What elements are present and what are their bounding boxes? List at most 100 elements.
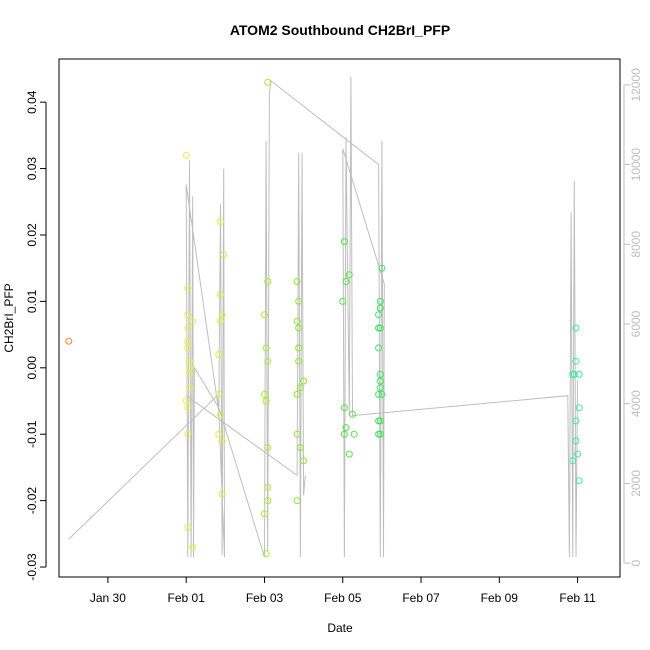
data-point (572, 324, 580, 332)
x-axis: Jan 30 Feb 01 Feb 03 Feb 05 Feb 07 Feb 09 Feb … (90, 576, 596, 605)
x-tick-label: Feb 07 (402, 591, 440, 605)
data-point (262, 550, 270, 558)
data-point (349, 410, 356, 418)
data-point (261, 510, 268, 518)
data-point (345, 450, 353, 458)
data-point (184, 311, 192, 319)
data-point (262, 397, 270, 405)
y-axis-label: CH2BrI_PFP (2, 283, 16, 352)
data-point (300, 377, 308, 385)
secondary-lines (68, 76, 579, 558)
data-point (295, 357, 303, 365)
data-point (569, 457, 577, 465)
data-point (376, 384, 384, 392)
x-tick-label: Feb 11 (559, 591, 596, 605)
data-point (296, 444, 304, 451)
data-point (182, 397, 190, 405)
data-point (186, 364, 193, 372)
data-point (345, 271, 353, 279)
y2-tick-label: 6000 (629, 310, 643, 337)
y-tick-label: 0.03 (25, 157, 39, 181)
data-point (65, 337, 73, 345)
data-point (186, 384, 193, 392)
data-point (189, 317, 197, 325)
data-point (264, 444, 272, 451)
data-point (264, 357, 272, 365)
data-point (264, 483, 272, 491)
y-tick-label: 0.04 (25, 90, 39, 114)
data-point (218, 437, 226, 445)
data-point (350, 430, 358, 438)
data-point (340, 238, 348, 246)
data-point (293, 430, 301, 438)
data-point (186, 357, 193, 365)
data-point (262, 344, 270, 352)
data-point (376, 370, 384, 378)
y2-tick-label: 0 (629, 559, 643, 566)
data-point (376, 324, 384, 332)
x-tick-label: Feb 03 (246, 591, 284, 605)
x-tick-label: Feb 01 (168, 591, 206, 605)
data-point (376, 377, 384, 385)
data-points (65, 78, 583, 558)
data-point (293, 317, 301, 325)
data-point (184, 344, 192, 352)
data-point (293, 278, 301, 285)
data-point (220, 251, 228, 259)
data-point (376, 417, 384, 425)
y-tick-label: -0.01 (25, 420, 39, 448)
data-point (375, 390, 383, 398)
data-point (184, 337, 192, 345)
data-point (376, 430, 384, 438)
data-point (376, 297, 384, 305)
data-point (295, 324, 303, 332)
data-point (295, 297, 303, 305)
x-tick-label: Jan 30 (90, 591, 126, 605)
data-point (215, 430, 223, 438)
y-tick-label: 0.01 (25, 289, 39, 313)
data-point (375, 311, 383, 319)
data-point (264, 78, 272, 86)
x-tick-label: Feb 05 (324, 591, 362, 605)
data-point (575, 370, 583, 378)
series-line-1 (68, 76, 579, 558)
data-point (572, 437, 580, 445)
data-point (295, 344, 303, 352)
data-point (182, 151, 190, 159)
data-point (184, 430, 192, 438)
y2-tick-label: 12000 (629, 68, 643, 102)
data-point (300, 457, 308, 465)
data-point (215, 351, 223, 358)
data-point (375, 344, 383, 352)
data-point (293, 390, 301, 398)
chart-title: ATOM2 Southbound CH2BrI_PFP (230, 22, 450, 38)
x-axis-label: Date (327, 621, 353, 635)
data-point (184, 284, 192, 292)
y-tick-label: -0.02 (25, 487, 39, 515)
y-axis-left: -0.03 -0.02 -0.01 0.00 0.01 0.02 0.03 0.04 (25, 90, 47, 581)
data-point (572, 357, 580, 365)
data-point (218, 311, 226, 319)
data-point (378, 390, 386, 398)
data-point (340, 430, 348, 438)
data-point (217, 317, 224, 325)
data-point (570, 370, 578, 378)
plot-frame (58, 58, 621, 578)
data-point (217, 291, 224, 299)
data-point (264, 497, 272, 505)
y-tick-label: 0.00 (25, 356, 39, 380)
data-point (575, 477, 583, 485)
series-line-2 (185, 152, 306, 558)
data-point (574, 450, 582, 458)
data-point (342, 424, 350, 432)
data-point (184, 324, 192, 332)
data-point (378, 264, 386, 272)
data-point (218, 490, 226, 498)
data-point (217, 410, 224, 418)
data-point (296, 384, 304, 392)
data-point (575, 404, 583, 412)
y2-tick-label: 10000 (629, 148, 643, 182)
data-point (376, 304, 384, 312)
data-point (339, 297, 347, 305)
